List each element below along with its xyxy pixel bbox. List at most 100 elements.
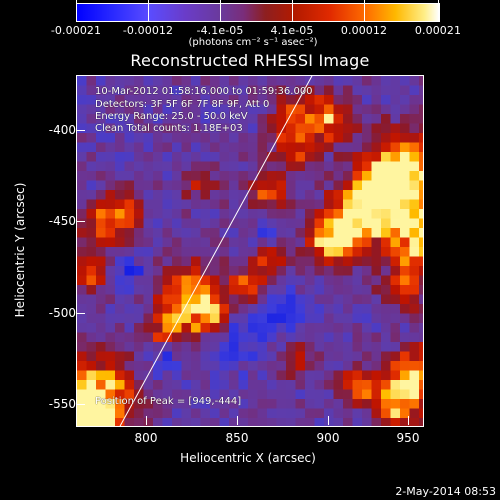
heatmap-pixel (305, 370, 316, 381)
heatmap-pixel (124, 123, 135, 134)
heatmap-pixel (210, 114, 221, 125)
heatmap-pixel (238, 418, 249, 426)
heatmap-pixel (352, 171, 363, 182)
heatmap-pixel (314, 76, 325, 87)
heatmap-pixel (333, 133, 344, 144)
heatmap-pixel (390, 237, 401, 248)
heatmap-pixel (381, 332, 392, 343)
heatmap-pixel (343, 190, 354, 201)
heatmap-pixel (210, 304, 221, 315)
overlay-peak: Position of Peak = [949,-444] (95, 396, 242, 407)
heatmap-pixel (419, 304, 423, 315)
heatmap-pixel (172, 313, 183, 324)
heatmap-pixel (86, 209, 97, 220)
heatmap-pixel (153, 133, 164, 144)
heatmap-pixel (153, 313, 164, 324)
heatmap-pixel (77, 418, 88, 426)
heatmap-pixel (324, 180, 335, 191)
heatmap-pixel (267, 408, 278, 419)
heatmap-pixel (181, 285, 192, 296)
heatmap-pixel (400, 152, 411, 163)
heatmap-pixel (115, 95, 126, 106)
heatmap-pixel (390, 351, 401, 362)
heatmap-pixel (210, 199, 221, 210)
heatmap-pixel (191, 342, 202, 353)
heatmap-pixel (257, 256, 268, 267)
heatmap-pixel (314, 294, 325, 305)
heatmap-pixel (115, 361, 126, 372)
heatmap-pixel (181, 190, 192, 201)
heatmap-pixel (257, 133, 268, 144)
heatmap-pixel (381, 76, 392, 87)
heatmap-pixel (200, 256, 211, 267)
heatmap-pixel (162, 95, 173, 106)
heatmap-pixel (219, 123, 230, 134)
heatmap-pixel (352, 323, 363, 334)
heatmap-pixel (409, 190, 420, 201)
heatmap-pixel (143, 361, 154, 372)
heatmap-pixel (371, 228, 382, 239)
heatmap-pixel (381, 304, 392, 315)
heatmap-pixel (143, 313, 154, 324)
heatmap-pixel (219, 380, 230, 391)
heatmap-pixel (143, 152, 154, 163)
heatmap-pixel (229, 237, 240, 248)
heatmap-pixel (134, 256, 145, 267)
heatmap-pixel (390, 304, 401, 315)
heatmap-pixel (134, 266, 145, 277)
y-tick (76, 130, 85, 131)
heatmap-pixel (96, 228, 107, 239)
heatmap-pixel (229, 294, 240, 305)
heatmap-pixel (96, 209, 107, 220)
heatmap-pixel (352, 247, 363, 258)
heatmap-pixel (248, 199, 259, 210)
heatmap-pixel (77, 370, 88, 381)
heatmap-pixel (172, 304, 183, 315)
heatmap-pixel (77, 199, 88, 210)
heatmap-pixel (400, 142, 411, 153)
heatmap-pixel (381, 342, 392, 353)
heatmap-pixel (115, 399, 126, 410)
heatmap-pixel (314, 361, 325, 372)
heatmap-pixel (219, 275, 230, 286)
heatmap-pixel (162, 313, 173, 324)
heatmap-pixel (143, 190, 154, 201)
heatmap-pixel (324, 247, 335, 258)
heatmap-pixel (96, 351, 107, 362)
heatmap-pixel (86, 171, 97, 182)
heatmap-pixel (124, 209, 135, 220)
heatmap-pixel (314, 266, 325, 277)
heatmap-pixel (352, 161, 363, 172)
heatmap-pixel (362, 199, 373, 210)
heatmap-pixel (286, 294, 297, 305)
heatmap-pixel (96, 380, 107, 391)
heatmap-pixel (191, 199, 202, 210)
heatmap-pixel (390, 190, 401, 201)
heatmap-pixel (134, 304, 145, 315)
heatmap-pixel (153, 342, 164, 353)
heatmap-pixel (295, 161, 306, 172)
heatmap-pixel (409, 152, 420, 163)
heatmap-pixel (295, 104, 306, 115)
heatmap-pixel (257, 247, 268, 258)
heatmap-pixel (191, 294, 202, 305)
heatmap-pixel (181, 332, 192, 343)
heatmap-pixel (219, 256, 230, 267)
heatmap-pixel (362, 95, 373, 106)
heatmap-pixel (257, 370, 268, 381)
heatmap-pixel (381, 180, 392, 191)
heatmap-pixel (362, 180, 373, 191)
heatmap-pixel (390, 323, 401, 334)
heatmap-pixel (409, 389, 420, 400)
heatmap-pixel (191, 180, 202, 191)
heatmap-pixel (77, 237, 88, 248)
heatmap-pixel (286, 114, 297, 125)
heatmap-pixel (96, 237, 107, 248)
heatmap-pixel (371, 218, 382, 229)
heatmap-pixel (343, 199, 354, 210)
heatmap-pixel (409, 342, 420, 353)
heatmap-pixel (191, 370, 202, 381)
heatmap-pixel (172, 342, 183, 353)
heatmap-pixel (286, 313, 297, 324)
heatmap-pixel (143, 247, 154, 258)
